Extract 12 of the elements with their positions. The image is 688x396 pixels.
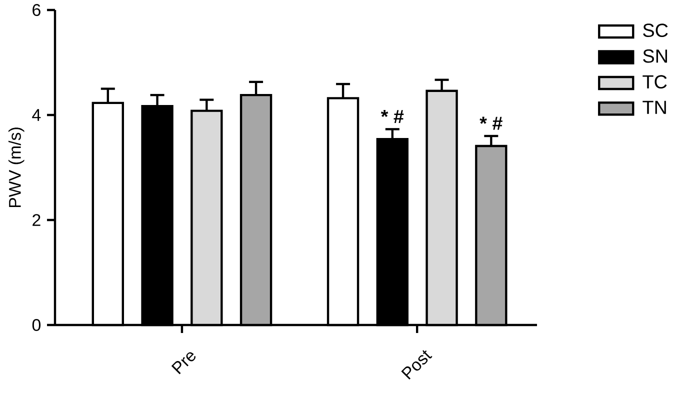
annotation: * # (480, 116, 502, 130)
annotation: * # (380, 110, 404, 123)
y-tick-label: 2 (32, 214, 40, 226)
legend-label: SC (643, 24, 668, 38)
y-tick-label: 4 (32, 109, 41, 121)
legend-label: SN (643, 49, 667, 63)
y-axis-title: PWV (m/s) (8, 128, 24, 208)
legend-label: TC (642, 75, 667, 89)
y-tick-label: 0 (32, 319, 41, 331)
legend-label: TN (642, 100, 666, 114)
x-tick-label: Pre (171, 352, 196, 374)
y-tick-label: 6 (32, 4, 40, 16)
